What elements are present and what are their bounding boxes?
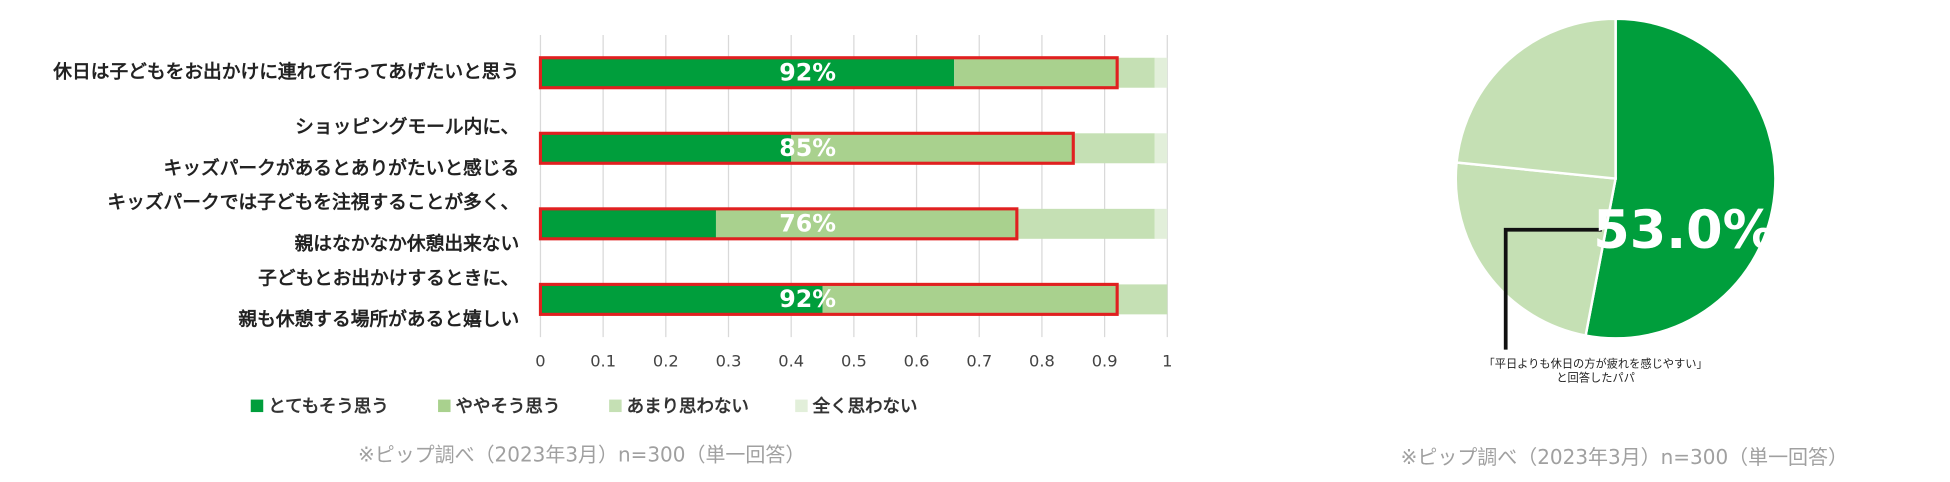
top-label: 92% — [779, 285, 836, 313]
top-label: 92% — [779, 58, 836, 86]
bar-segment — [791, 133, 1074, 164]
bar-segment — [715, 208, 1017, 239]
legend-swatch — [795, 399, 808, 413]
highlight-box — [538, 56, 1119, 90]
x-tick-label: 0.1 — [590, 352, 616, 371]
category-label: 子どもとお出かけするときに、 — [258, 267, 519, 289]
legend-swatch — [250, 399, 264, 413]
x-tick-label: 0.2 — [653, 352, 679, 371]
top-label: 85% — [779, 134, 836, 162]
category-label: キッズパークでは子どもを注視することが多く、 — [107, 192, 519, 214]
x-tick-label: 0.8 — [1029, 352, 1055, 371]
legend-label: とてもそう思う — [268, 397, 389, 417]
category-label: 休日は子どもをお出かけに連れて行ってあげたいと思う — [52, 61, 519, 83]
bar-segment — [1117, 284, 1168, 315]
highlight-box — [538, 207, 1019, 241]
footnote: ※ピップ調べ（2023年3月）n=300（単一回答） — [1401, 445, 1848, 469]
x-tick-label: 0 — [535, 352, 545, 371]
x-tick-label: 0.6 — [904, 352, 930, 371]
bar-segment — [540, 208, 716, 239]
top-label: 76% — [779, 210, 836, 238]
bar-segment — [1073, 133, 1155, 164]
x-tick-label: 0.9 — [1092, 352, 1118, 371]
legend-label: あまり思わない — [627, 397, 749, 417]
category-label: キッズパークがあるとありがたいと感じる — [164, 157, 520, 179]
bar-segment — [954, 57, 1118, 88]
value-label: 53.0% — [1593, 200, 1775, 261]
legend-swatch — [609, 399, 622, 413]
pie-slice — [1455, 17, 1617, 180]
annotation: 「平日よりも休日の方が疲れを感じやすい」 — [1484, 357, 1708, 371]
bar-segment — [540, 284, 823, 315]
x-tick-label: 0.3 — [716, 352, 742, 371]
highlight-box — [538, 131, 1075, 165]
bar-segment — [1117, 57, 1155, 88]
bar-segment — [1154, 208, 1168, 239]
x-tick-label: 0.5 — [841, 352, 867, 371]
annotation: と回答したパパ — [1556, 370, 1635, 384]
bar-segment — [540, 133, 792, 164]
bar-segment — [1016, 208, 1155, 239]
bar-segment — [540, 57, 955, 88]
category-label: 親はなかなか休憩出来ない — [295, 233, 520, 255]
footnote: ※ピップ調べ（2023年3月）n=300（単一回答） — [358, 442, 805, 466]
highlight-box — [538, 282, 1119, 316]
pie-slice — [1584, 17, 1777, 340]
bar-segment — [822, 284, 1118, 315]
x-tick-label: 0.4 — [778, 352, 804, 371]
bar-segment — [1154, 57, 1168, 88]
category-label: ショッピングモール内に、 — [295, 116, 519, 138]
pie-slice — [1454, 161, 1618, 338]
x-tick-label: 1 — [1162, 352, 1172, 371]
bar-segment — [1154, 133, 1168, 164]
x-tick-label: 0.7 — [966, 352, 992, 371]
category-label: 親も休憩する場所があると嬉しい — [238, 308, 519, 330]
legend-swatch — [438, 399, 451, 413]
legend-label: ややそう思う — [456, 397, 561, 417]
callout-line — [1503, 227, 1602, 350]
legend-label: 全く思わない — [812, 396, 918, 417]
